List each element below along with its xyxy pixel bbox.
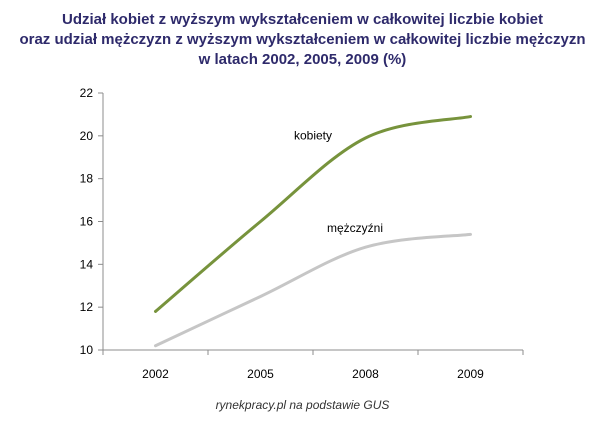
- y-tick-label: 18: [80, 172, 94, 186]
- x-tick-label: 2002: [142, 367, 169, 381]
- x-tick-label: 2005: [247, 367, 274, 381]
- chart-title-line-3: w latach 2002, 2005, 2009 (%): [198, 51, 407, 68]
- y-tick-label: 22: [80, 86, 94, 100]
- y-tick-label: 20: [80, 129, 94, 143]
- chart-title-line-1: Udział kobiet z wyższym wykształceniem w…: [62, 11, 543, 28]
- source-note: rynekpracy.pl na podstawie GUS: [215, 398, 390, 412]
- x-tick-label: 2008: [352, 367, 379, 381]
- y-tick-label: 10: [80, 343, 94, 357]
- series-label-kobiety: kobiety: [294, 129, 332, 143]
- y-tick-label: 14: [80, 257, 94, 271]
- y-tick-label: 12: [80, 300, 94, 314]
- series-line-mezczyzni: [154, 232, 472, 348]
- chart-title: Udział kobiet z wyższym wykształceniem w…: [0, 10, 605, 70]
- x-tick-label: 2009: [457, 367, 484, 381]
- chart-title-line-2: oraz udział mężczyzn z wyższym wykształc…: [19, 31, 586, 48]
- series-label-mezczyzni: mężczyźni: [327, 221, 383, 235]
- y-tick-label: 16: [80, 215, 94, 229]
- series-line-kobiety: [154, 115, 472, 313]
